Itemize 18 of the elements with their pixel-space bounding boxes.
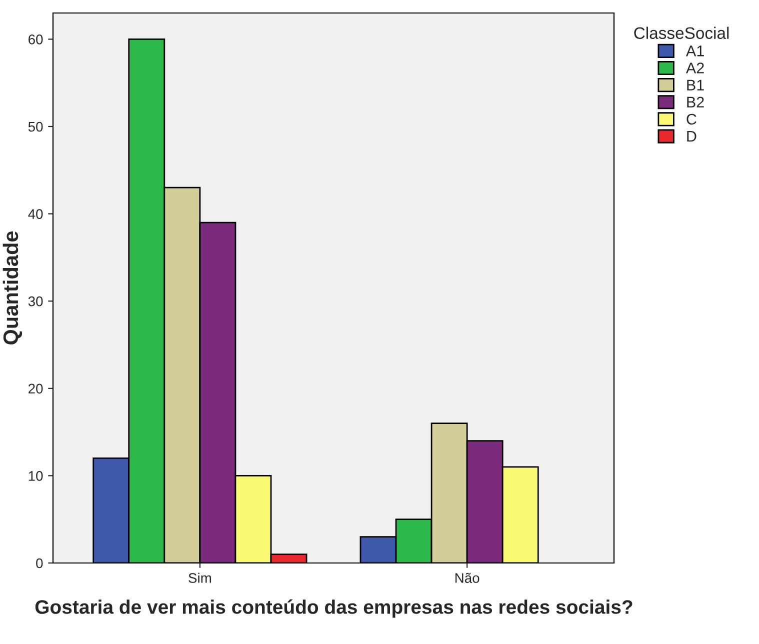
- legend-label: C: [686, 114, 696, 125]
- y-axis-title: Quantidade: [2, 231, 22, 344]
- y-tick-label: 0: [36, 558, 43, 568]
- y-tick-label: 60: [28, 34, 43, 44]
- legend-label: B1: [687, 80, 704, 90]
- x-axis-title: Gostaria de ver mais conteúdo das empresas nas redes sociais?: [35, 599, 632, 618]
- legend-label: A2: [686, 62, 704, 74]
- y-tick-label: 10: [28, 471, 43, 481]
- y-tick-label: 40: [28, 209, 43, 219]
- y-tick-label: 50: [28, 122, 43, 132]
- y-tick-label: 20: [28, 384, 43, 394]
- legend-title: ClasseSocial: [634, 26, 729, 39]
- legend-label: D: [687, 131, 696, 142]
- y-tick-label: 30: [28, 296, 43, 306]
- legend-label: A1: [686, 46, 704, 56]
- x-tick-label: Não: [455, 572, 480, 583]
- x-tick-label: Sim: [188, 572, 211, 583]
- legend-label: B2: [687, 96, 704, 108]
